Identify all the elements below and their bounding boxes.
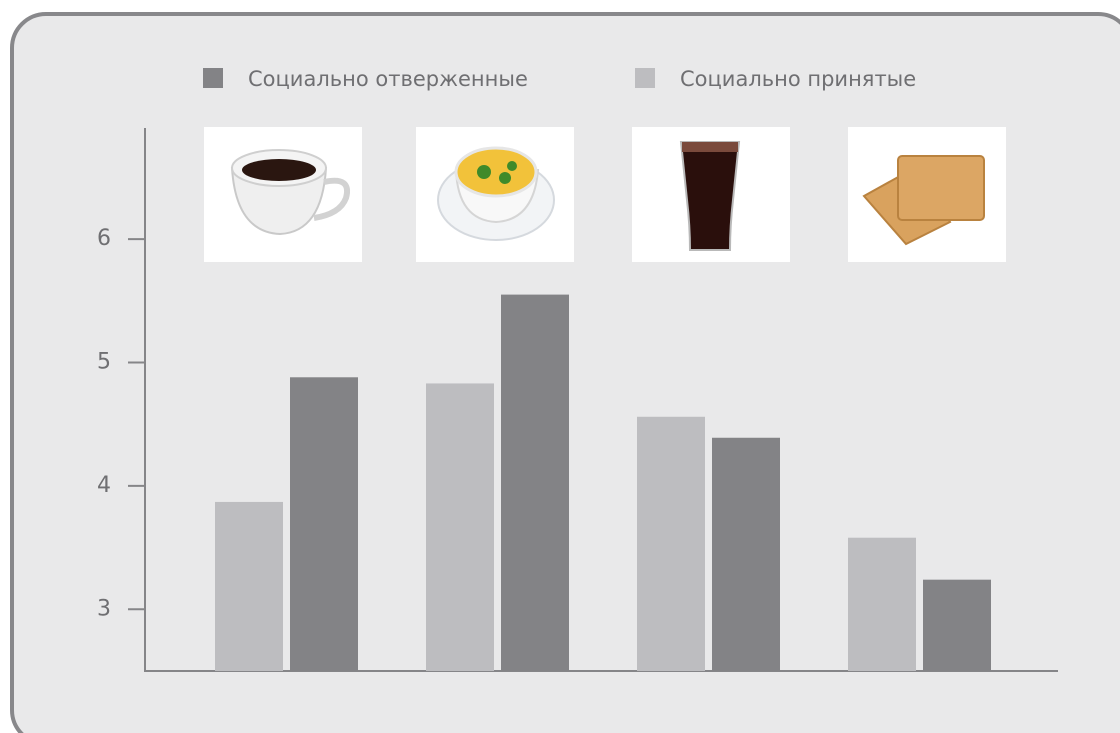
legend-label: Социально отверженные: [248, 67, 528, 91]
bar: [923, 579, 991, 671]
y-tick-label: 3: [97, 596, 111, 621]
y-tick-label: 6: [97, 226, 111, 251]
bar: [637, 416, 705, 671]
y-tick-label: 4: [97, 473, 111, 498]
legend-label: Социально принятые: [680, 67, 916, 91]
y-tick-label: 5: [97, 349, 111, 374]
bar: [290, 377, 358, 671]
picture-crackers: [848, 127, 1006, 262]
picture-coffee: [204, 127, 362, 262]
bar: [426, 383, 494, 671]
bar: [215, 501, 283, 671]
picture-soup: [416, 127, 574, 262]
bar: [848, 537, 916, 671]
bar: [501, 294, 569, 671]
legend-swatch: [203, 68, 223, 88]
legend-swatch: [635, 68, 655, 88]
picture-cola: [632, 127, 790, 262]
bar: [712, 437, 780, 671]
